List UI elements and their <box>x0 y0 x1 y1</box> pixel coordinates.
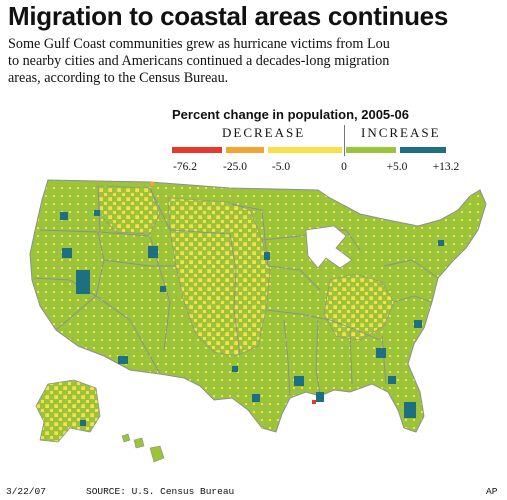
alaska-growth-area <box>80 420 86 426</box>
us-county-map <box>29 179 487 463</box>
legend-tick-6: +13.2 <box>432 161 460 173</box>
legend-swatch-strong-increase <box>400 147 446 153</box>
intro-line-3: areas, according to the Census Bureau. <box>8 70 229 86</box>
intro-text: Some Gulf Coast communities grew as hurr… <box>8 36 507 87</box>
legend-divider <box>344 125 345 156</box>
headline: Migration to coastal areas continues <box>8 1 448 31</box>
hawaii <box>121 433 165 463</box>
intro-line-2: to nearby cities and Americans continued… <box>8 53 390 69</box>
great-plains-region <box>167 197 271 357</box>
legend-tick-3: -5.0 <box>271 161 291 173</box>
legend-tick-5: +5.0 <box>386 161 408 173</box>
intro-line-1: Some Gulf Coast communities grew as hurr… <box>8 36 390 52</box>
legend-swatch-decrease <box>226 147 264 153</box>
great-lakes <box>305 225 353 269</box>
alaska <box>35 379 101 443</box>
decline-county <box>150 182 154 186</box>
legend-increase-label: INCREASE <box>361 125 441 140</box>
decline-county-gulf <box>312 400 316 404</box>
footer-credit: AP <box>486 486 498 497</box>
footer-source: SOURCE: U.S. Census Bureau <box>86 486 235 497</box>
appalachia-region <box>323 273 395 341</box>
legend-tick-1: -76.2 <box>173 161 197 173</box>
legend-decrease-label: DECREASE <box>222 125 306 140</box>
legend-swatch-slight-change <box>268 147 342 153</box>
legend-tick-4: 0 <box>341 161 347 173</box>
legend-title: Percent change in population, 2005-06 <box>172 107 409 122</box>
legend-swatch-increase <box>346 147 396 153</box>
high-growth-counties <box>60 210 444 418</box>
state-borders <box>33 185 439 397</box>
legend-tick-2: -25.0 <box>223 161 247 173</box>
footer-date: 3/22/07 <box>6 486 46 497</box>
legend-swatch-severe-decrease <box>172 147 222 153</box>
